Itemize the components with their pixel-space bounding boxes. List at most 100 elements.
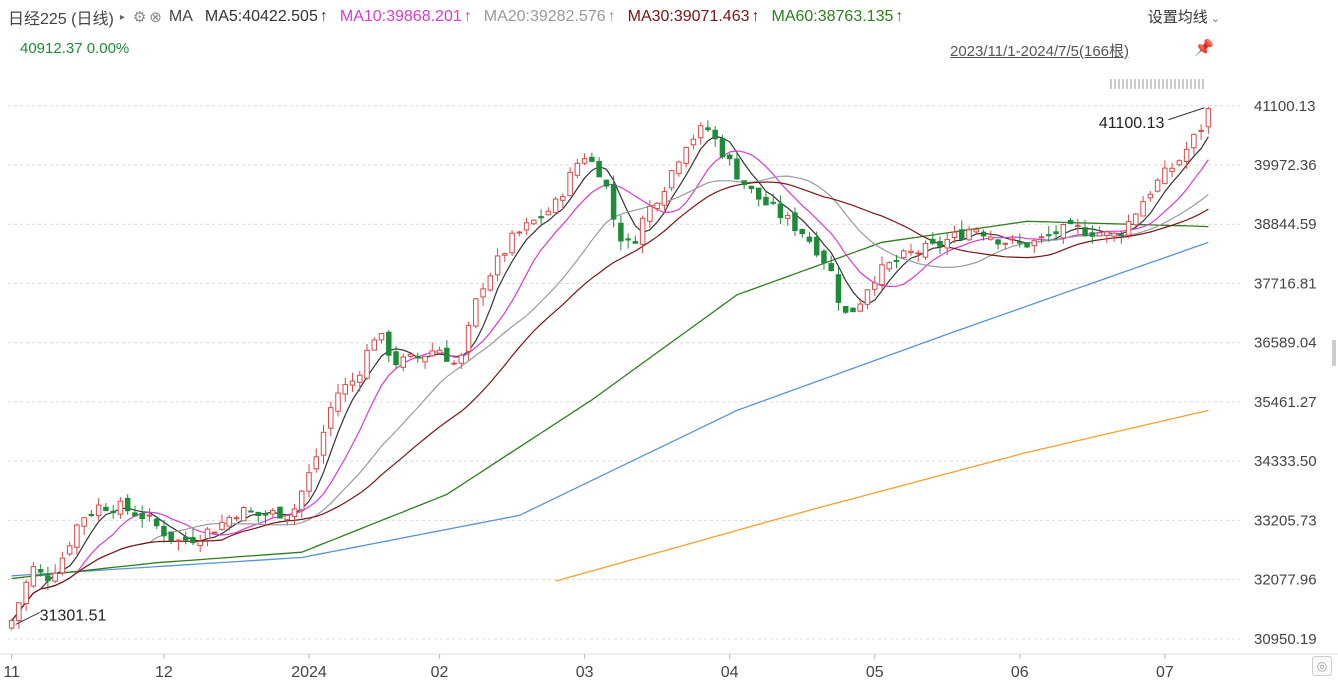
candle-body [690,138,697,146]
candle-body [734,158,740,180]
candle-body [197,540,203,547]
candle-body [763,196,769,206]
x-tick-label: 04 [721,664,739,681]
candle-body [639,217,646,245]
candle-body [298,490,305,511]
candle-body [806,236,813,242]
candle-body [494,255,501,276]
candle-body [458,354,465,364]
up-arrow-icon: ↑ [319,8,328,25]
candle-body [567,171,573,197]
candle-body [226,516,232,527]
candle-body [502,253,508,256]
panel-resize-handle[interactable] [1332,340,1336,366]
ma-label: MA [168,8,193,25]
candle-body [161,526,167,537]
candle-body [654,202,660,209]
candle-body [726,154,733,160]
up-arrow-icon: ↑ [463,8,472,25]
candle-body [632,241,639,244]
candle-body [1009,238,1016,241]
candle-body [951,231,958,239]
candle-body [545,210,552,216]
candle-body [516,231,523,234]
range-scroll-handle[interactable] [1110,79,1206,89]
candle-body [879,264,885,286]
candle-body [153,518,160,527]
candle-body [574,162,581,176]
close-circle-icon[interactable]: ⊗ [149,9,162,26]
candle-body [487,275,494,291]
candle-body [1060,223,1067,239]
candle-body [320,431,327,456]
candle-body [415,355,421,359]
candle-body [944,239,951,249]
candle-body [400,356,407,368]
candle-body [821,250,827,264]
x-tick-label: 03 [576,664,594,681]
candle-body [712,129,718,140]
candle-body [429,350,436,357]
candle-body [255,511,261,516]
candle-body [1133,213,1139,226]
ma-line-ma30 [11,181,1209,621]
candle-body [980,231,987,237]
candle-body [828,263,834,272]
candle-body [204,528,211,539]
candle-body [328,407,334,429]
y-tick-label: 38844.59 [1254,216,1317,233]
candle-body [842,306,849,313]
candle-body [45,575,51,582]
candle-body [277,506,283,519]
candle-body [1125,221,1132,236]
expand-caret-icon[interactable]: ▸ [119,11,125,23]
candle-body [211,531,218,534]
candle-body [132,512,138,517]
candle-body [1111,232,1117,237]
candle-body [959,229,965,240]
candle-body [473,298,479,327]
ma-legend-text: MA60:38763.135 [771,8,894,25]
candle-body [937,240,943,247]
candle-body [1147,193,1154,199]
candle-body [748,185,755,190]
ma-settings-button[interactable]: 设置均线 ⌄ [1148,6,1220,27]
candle-body [581,158,588,164]
chart-title: 日经225 (日线) [8,11,114,28]
candle-body [1169,167,1175,172]
candle-body [23,581,29,605]
candle-body [66,545,73,555]
candle-body [560,196,566,201]
candle-body [1031,240,1038,247]
candle-body [59,557,66,574]
candle-body [661,191,668,206]
y-tick-label: 34333.50 [1254,453,1317,470]
reset-zoom-icon[interactable]: ◎ [1312,656,1332,676]
candle-body [1191,133,1197,149]
candle-body [30,566,37,587]
annotation-pointer [1168,107,1205,121]
chart-header: 日经225 (日线) ▸ ⚙ ⊗ MA MA5:40422.505 ↑ MA10:3… [8,6,915,28]
candle-body [596,161,602,178]
candle-body [705,127,711,131]
ma-settings-label: 设置均线 [1147,9,1208,26]
candle-body [168,531,174,542]
candle-body [248,510,254,513]
candle-body [284,514,290,521]
candle-body [850,307,856,313]
candle-body [124,497,131,512]
candle-body [1002,242,1009,245]
candle-body [240,507,247,522]
y-tick-label: 39972.36 [1254,157,1317,174]
pin-icon[interactable]: 📌 [1194,40,1214,57]
candle-body [465,324,472,352]
candle-body [668,170,675,189]
gear-icon[interactable]: ⚙ [132,9,147,26]
candle-body [117,500,124,515]
ma-legend-item: MA20:39282.576 ↑ [484,8,616,25]
candle-body [589,156,595,162]
candle-body [966,229,972,241]
candle-body [1162,167,1168,185]
date-range-link[interactable]: 2023/11/1-2024/7/5(166根) [950,43,1130,60]
